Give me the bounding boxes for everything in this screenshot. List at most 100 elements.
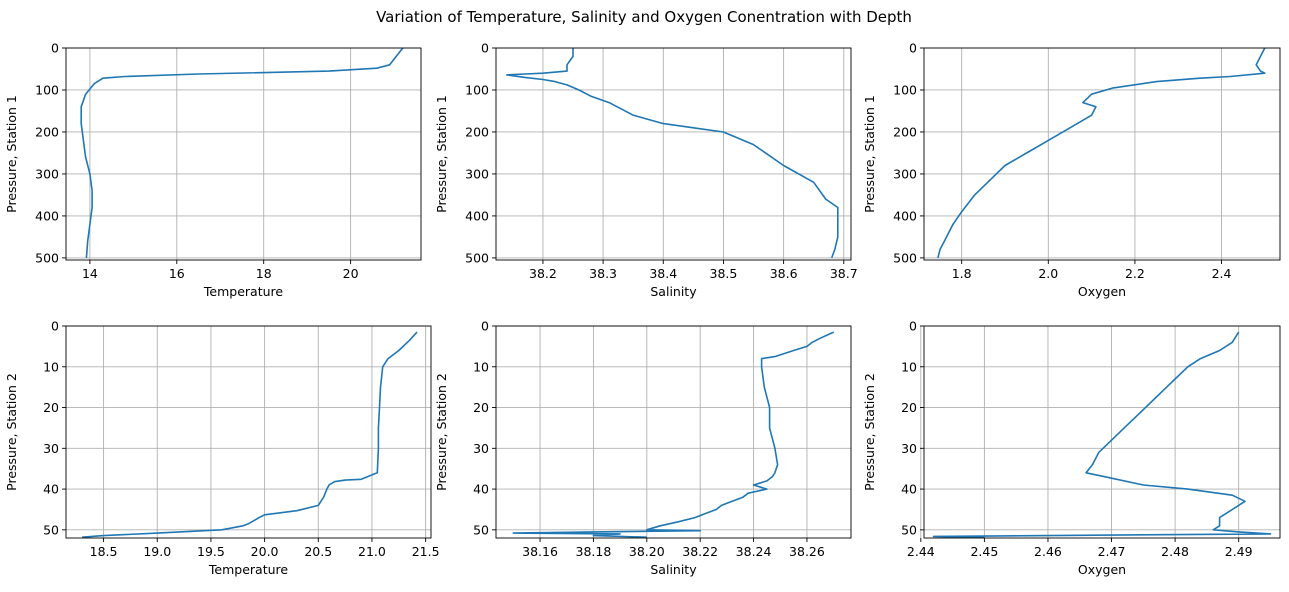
x-tick-label: 18.5 <box>90 544 118 559</box>
y-tick-label: 20 <box>901 400 917 415</box>
x-tick-label: 38.4 <box>649 266 677 281</box>
x-tick-label: 38.18 <box>576 544 612 559</box>
y-tick-label: 300 <box>893 166 917 181</box>
x-tick-label: 21.0 <box>358 544 386 559</box>
x-tick-label: 1.8 <box>952 266 972 281</box>
x-tick-label: 20.5 <box>304 544 332 559</box>
x-tick-label: 38.24 <box>736 544 772 559</box>
chart-panel-6: 2.44 2.45 2.46 2.47 2.48 2.49 0 10 20 30 40 50 Oxyge… <box>862 319 1281 577</box>
axes-frame <box>65 47 422 261</box>
series-line <box>82 331 418 538</box>
y-tick-label: 200 <box>465 124 489 139</box>
y-tick-label: 500 <box>893 250 917 265</box>
x-tick-label: 38.6 <box>770 266 798 281</box>
y-tick-label: 0 <box>481 319 489 334</box>
y-tick-label: 0 <box>51 319 59 334</box>
y-tick-label: 40 <box>473 482 489 497</box>
chart-panel-2: 38.2 38.3 38.4 38.5 38.6 38.7 0 100 200 300 400 500… <box>434 41 858 300</box>
axes-frame <box>923 47 1281 261</box>
y-tick-label: 10 <box>901 359 917 374</box>
x-tick-label: 2.48 <box>1161 544 1189 559</box>
x-tick-label: 38.20 <box>629 544 665 559</box>
y-axis-label: Pressure, Station 2 <box>862 373 877 491</box>
series-line <box>505 48 839 259</box>
x-tick-label: 2.0 <box>1038 266 1058 281</box>
series-line <box>932 331 1272 538</box>
x-tick-label: 2.49 <box>1225 544 1253 559</box>
y-tick-label: 50 <box>901 522 917 537</box>
x-tick-label: 2.44 <box>907 544 935 559</box>
y-tick-label: 30 <box>43 441 59 456</box>
axes-frame <box>923 325 1281 539</box>
y-tick-label: 10 <box>473 359 489 374</box>
y-tick-label: 200 <box>893 124 917 139</box>
x-axis-label: Temperature <box>208 562 288 577</box>
axes-frame <box>495 47 852 261</box>
x-axis-label: Temperature <box>203 284 283 299</box>
chart-panel-4: 18.5 19.0 19.5 20.0 20.5 21.0 21.5 0 10 20 30 40 50 T… <box>4 319 440 578</box>
x-tick-label: 38.3 <box>589 266 617 281</box>
x-tick-label: 38.16 <box>522 544 558 559</box>
x-tick-label: 14 <box>82 266 98 281</box>
x-tick-label: 38.22 <box>682 544 718 559</box>
y-tick-label: 40 <box>43 482 59 497</box>
y-tick-label: 50 <box>43 522 59 537</box>
x-tick-label: 2.47 <box>1098 544 1126 559</box>
y-axis-label: Pressure, Station 1 <box>4 95 19 213</box>
y-tick-label: 300 <box>465 166 489 181</box>
x-axis-label: Oxygen <box>1078 284 1126 299</box>
x-tick-label: 19.0 <box>143 544 171 559</box>
x-tick-label: 38.2 <box>529 266 557 281</box>
x-tick-label: 20 <box>343 266 359 281</box>
x-tick-label: 2.4 <box>1212 266 1232 281</box>
x-tick-label: 19.5 <box>197 544 225 559</box>
x-tick-label: 21.5 <box>412 544 440 559</box>
x-tick-label: 2.46 <box>1034 544 1062 559</box>
x-tick-label: 2.2 <box>1125 266 1145 281</box>
y-tick-label: 40 <box>901 482 917 497</box>
y-tick-label: 400 <box>893 208 917 223</box>
y-tick-label: 20 <box>473 400 489 415</box>
y-axis-label: Pressure, Station 2 <box>434 373 449 491</box>
y-tick-label: 100 <box>35 82 59 97</box>
y-tick-label: 100 <box>465 82 489 97</box>
y-tick-label: 400 <box>35 208 59 223</box>
y-axis-label: Pressure, Station 1 <box>434 95 449 213</box>
x-tick-label: 38.7 <box>830 266 858 281</box>
y-tick-label: 0 <box>909 41 917 56</box>
y-tick-label: 400 <box>465 208 489 223</box>
series-line <box>512 331 835 538</box>
x-tick-label: 18 <box>256 266 272 281</box>
x-tick-label: 20.0 <box>251 544 279 559</box>
chart-panel-3: 1.8 2.0 2.2 2.4 0 100 200 300 400 500 Oxygen Pressu… <box>862 41 1281 299</box>
y-axis-label: Pressure, Station 1 <box>862 95 877 213</box>
x-tick-label: 16 <box>169 266 185 281</box>
y-tick-label: 0 <box>481 41 489 56</box>
x-tick-label: 38.26 <box>789 544 825 559</box>
y-tick-label: 500 <box>35 250 59 265</box>
y-tick-label: 0 <box>909 319 917 334</box>
y-tick-label: 10 <box>43 359 59 374</box>
y-tick-label: 100 <box>893 82 917 97</box>
x-tick-label: 38.5 <box>710 266 738 281</box>
y-axis-label: Pressure, Station 2 <box>4 373 19 491</box>
y-tick-label: 30 <box>901 441 917 456</box>
figure-suptitle: Variation of Temperature, Salinity and O… <box>376 8 912 26</box>
y-tick-label: 300 <box>35 166 59 181</box>
series-line <box>80 48 404 258</box>
y-tick-label: 20 <box>43 400 59 415</box>
chart-panel-1: 14 16 18 200100200300400500TemperaturePress… <box>4 41 422 299</box>
x-axis-label: Salinity <box>650 284 697 299</box>
series-line <box>937 48 1266 259</box>
panels: 14 16 18 200100200300400500TemperaturePress… <box>4 41 1281 578</box>
chart-panel-5: 38.16 38.18 38.20 38.22 38.24 38.26 0 10 20 30 40 5… <box>434 319 852 577</box>
x-axis-label: Salinity <box>650 562 697 577</box>
y-tick-label: 500 <box>465 250 489 265</box>
x-tick-label: 2.45 <box>970 544 998 559</box>
y-tick-label: 30 <box>473 441 489 456</box>
y-tick-label: 50 <box>473 522 489 537</box>
y-tick-label: 0 <box>51 41 59 56</box>
x-axis-label: Oxygen <box>1078 562 1126 577</box>
y-tick-label: 200 <box>35 124 59 139</box>
